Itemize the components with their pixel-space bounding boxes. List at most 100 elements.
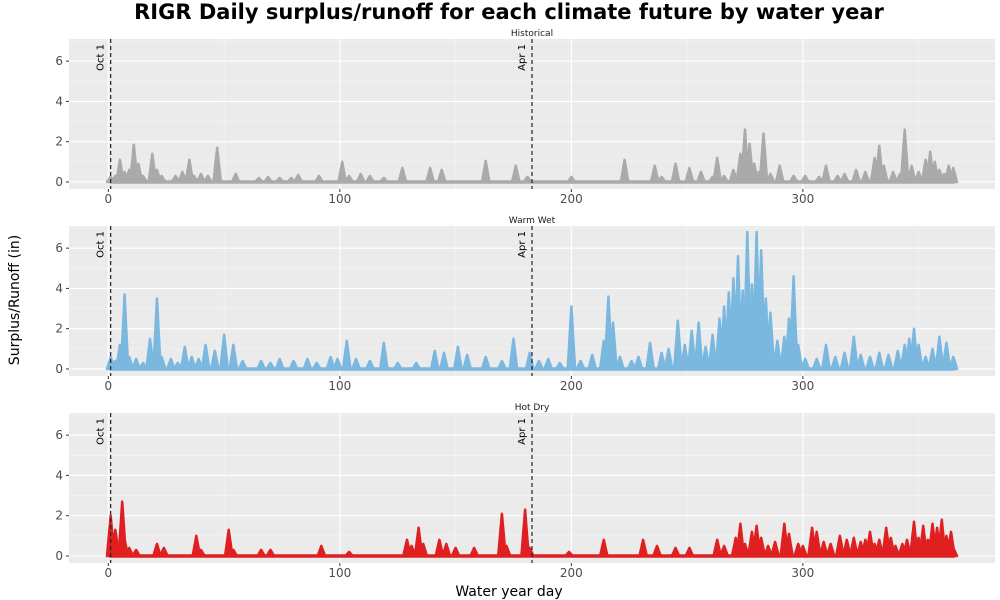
series-peak — [510, 164, 521, 184]
series-peak — [351, 357, 362, 371]
series-peak — [508, 337, 519, 371]
series-peak — [131, 548, 142, 558]
panel-strip — [69, 214, 995, 226]
series-peak — [156, 174, 167, 184]
panel-warm-wet: Warm Wet 0 100 200 300 0 2 4 6 Oct 1 Apr 1 — [55, 214, 995, 393]
series-peak — [797, 544, 808, 558]
series-peak — [645, 341, 656, 371]
series-peak — [355, 172, 366, 184]
y-tick-label: 0 — [55, 175, 63, 189]
series-peak — [830, 355, 841, 371]
series-peak — [314, 174, 324, 184]
x-tick-label: 0 — [105, 192, 113, 206]
vline-label: Apr 1 — [517, 418, 528, 445]
series-peak — [865, 355, 875, 371]
series-peak — [566, 175, 577, 184]
series-peak — [948, 166, 959, 184]
x-tick-label: 300 — [791, 192, 814, 206]
y-axis-title: Surplus/Runoff (in) — [7, 235, 23, 365]
series-peak — [770, 540, 781, 558]
series-peak — [202, 174, 213, 184]
series-peak — [774, 164, 785, 184]
series-peak — [575, 359, 586, 371]
series-peak — [378, 176, 389, 184]
series-peak — [765, 172, 776, 184]
series-peak — [948, 355, 959, 371]
series-peak — [800, 357, 811, 371]
series-peak — [274, 357, 285, 371]
series-peak — [855, 353, 866, 371]
series-peak — [821, 164, 831, 184]
series-peak — [364, 174, 375, 184]
series-peak — [219, 333, 230, 371]
series-peak — [341, 339, 352, 371]
series-peak — [800, 174, 811, 184]
x-tick-label: 200 — [560, 192, 583, 206]
y-tick-label: 2 — [55, 322, 63, 336]
panel-strip-label: Historical — [511, 29, 553, 39]
series-peak — [425, 166, 436, 184]
series-peak — [719, 544, 730, 558]
series-peak — [587, 353, 598, 371]
series-peak — [469, 546, 480, 558]
series-peak — [656, 175, 667, 184]
vline-label: Oct 1 — [96, 231, 107, 258]
series-peak — [598, 538, 609, 558]
series-peak — [378, 341, 389, 371]
series-peak — [293, 173, 304, 184]
series-peak — [265, 548, 276, 558]
series-peak — [200, 343, 211, 371]
x-tick-label: 200 — [560, 566, 583, 580]
series-peak — [638, 538, 649, 558]
series-peak — [619, 158, 630, 184]
series-peak — [418, 542, 429, 558]
series-peak — [670, 162, 681, 184]
x-tick-label: 100 — [328, 566, 351, 580]
series-peak — [411, 361, 422, 371]
series-peak — [212, 146, 223, 184]
y-tick-label: 2 — [55, 509, 63, 523]
series-peak — [256, 548, 267, 558]
series-peak — [874, 351, 885, 371]
y-tick-label: 0 — [55, 362, 63, 376]
y-tick-label: 2 — [55, 135, 63, 149]
series-peak — [615, 355, 625, 371]
series-peak — [496, 359, 507, 371]
series-peak — [274, 176, 285, 184]
series-peak — [839, 351, 850, 371]
series-peak — [860, 170, 871, 184]
series-peak — [719, 174, 730, 184]
vline-label: Apr 1 — [517, 231, 528, 258]
series-peak — [436, 168, 447, 184]
series-peak — [439, 351, 449, 371]
y-tick-label: 6 — [55, 428, 63, 442]
series-peak — [839, 172, 850, 184]
y-tick-label: 4 — [55, 94, 63, 108]
series-peak — [564, 550, 574, 558]
series-peak — [684, 166, 695, 184]
series-peak — [480, 159, 491, 184]
x-tick-label: 300 — [791, 566, 814, 580]
series-peak — [265, 361, 276, 371]
x-axis-title: Water year day — [455, 584, 562, 600]
x-tick-label: 0 — [105, 379, 113, 393]
series-peak — [878, 164, 889, 184]
series-peak — [253, 176, 264, 184]
series-peak — [364, 359, 375, 371]
series-peak — [566, 305, 577, 371]
series-peak — [825, 542, 836, 558]
series-peak — [948, 546, 959, 558]
series-peak — [652, 544, 662, 558]
series-peak — [138, 174, 149, 184]
series-peak — [851, 168, 862, 184]
series-peak — [156, 355, 167, 371]
vline-label: Apr 1 — [517, 44, 528, 71]
series-peak — [663, 347, 674, 371]
panel-strip-label: Hot Dry — [515, 403, 550, 413]
series-peak — [452, 345, 463, 371]
series-peak — [696, 170, 706, 184]
series-peak — [788, 174, 799, 184]
